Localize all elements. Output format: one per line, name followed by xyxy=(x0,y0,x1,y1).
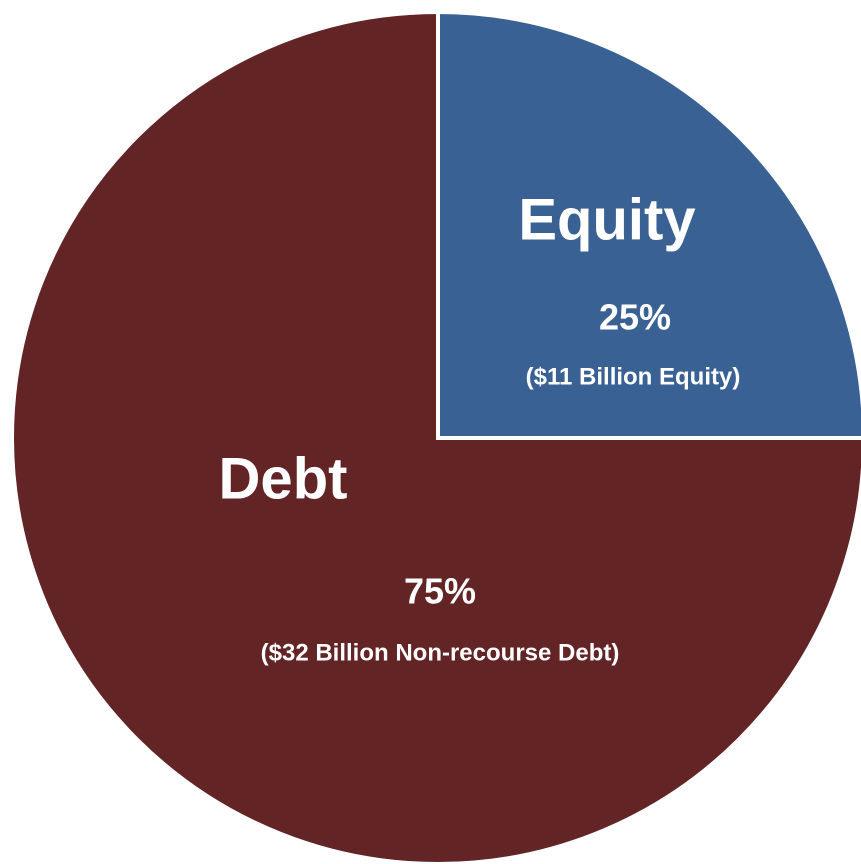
annotation: ($32 Billion Non-recourse Debt) xyxy=(261,639,620,666)
slice-label: Equity xyxy=(518,187,695,252)
value-label: 25% xyxy=(599,297,671,338)
pie-slice xyxy=(436,9,861,440)
value-label: 75% xyxy=(404,571,476,612)
slice-label: Debt xyxy=(219,446,348,511)
pie-slice xyxy=(10,9,861,864)
annotation: ($11 Billion Equity) xyxy=(526,363,741,390)
